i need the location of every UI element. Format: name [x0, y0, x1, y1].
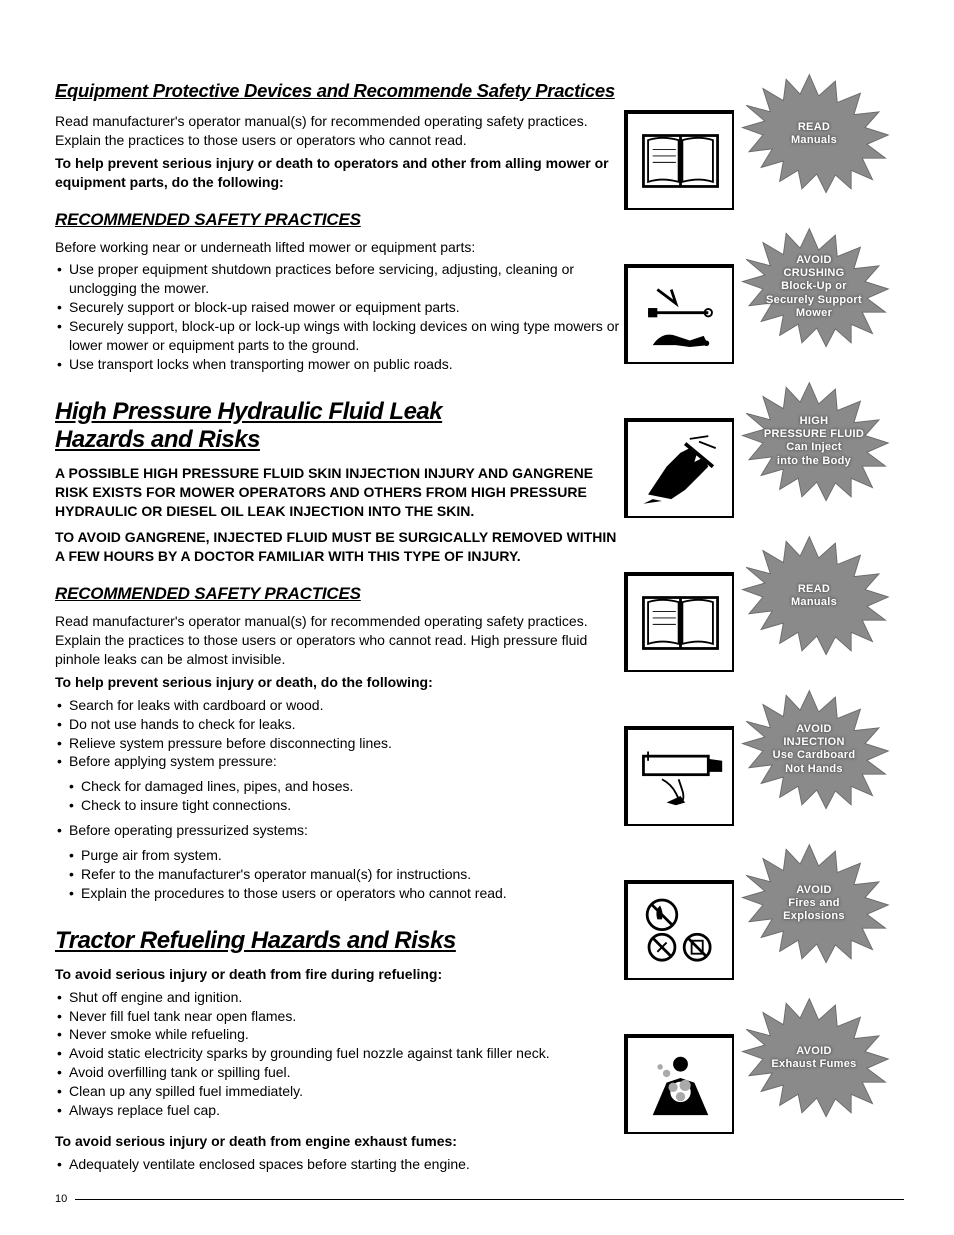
- hazard-icon-box: [624, 418, 734, 518]
- list-item: Purge air from system.: [55, 846, 625, 865]
- section3-bullets: Shut off engine and ignition. Never fill…: [55, 988, 625, 1120]
- list-item: Securely support or block-up raised mowe…: [55, 298, 625, 317]
- list-item: Relieve system pressure before disconnec…: [55, 734, 625, 753]
- section3-intro-bold: To avoid serious injury or death from fi…: [55, 965, 625, 984]
- hazard-block: AVOIDFires andExplosions: [624, 840, 904, 990]
- hazard-icon-box: [624, 726, 734, 826]
- list-item: Never smoke while refueling.: [55, 1025, 625, 1044]
- starburst: HIGHPRESSURE FLUIDCan Injectinto the Bod…: [724, 378, 904, 508]
- section3-bullets2: Adequately ventilate enclosed spaces bef…: [55, 1155, 625, 1174]
- hazard-icon-box: [624, 264, 734, 364]
- starburst: AVOIDCRUSHINGBlock-Up orSecurely Support…: [724, 224, 904, 354]
- starburst-text: READManuals: [724, 583, 904, 609]
- list-item: Always replace fuel cap.: [55, 1101, 625, 1120]
- section1-subintro: Before working near or underneath lifted…: [55, 238, 625, 257]
- starburst-text: AVOIDExhaust Fumes: [724, 1045, 904, 1071]
- main-column: Equipment Protective Devices and Recomme…: [55, 80, 625, 1180]
- section2-intro-bold: To help prevent serious injury or death,…: [55, 673, 625, 692]
- list-item: Never fill fuel tank near open flames.: [55, 1007, 625, 1026]
- hazard-icon-box: [624, 1034, 734, 1134]
- list-item: Before operating pressurized systems:: [55, 821, 625, 840]
- crush-icon: [633, 271, 728, 359]
- starburst-text: AVOIDFires andExplosions: [724, 884, 904, 924]
- list-item: Avoid overfilling tank or spilling fuel.: [55, 1063, 625, 1082]
- section2-title: High Pressure Hydraulic Fluid Leak Hazar…: [55, 398, 625, 454]
- section2-bullets-b: Before operating pressurized systems:: [55, 821, 625, 840]
- list-item: Use transport locks when transporting mo…: [55, 355, 625, 374]
- hand-icon: [633, 425, 728, 513]
- section1-title: Equipment Protective Devices and Recomme…: [55, 80, 625, 102]
- hazard-block: READManuals: [624, 532, 904, 682]
- section1-subtitle: RECOMMENDED SAFETY PRACTICES: [55, 210, 625, 230]
- list-item: Clean up any spilled fuel immediately.: [55, 1082, 625, 1101]
- book-icon: [633, 117, 728, 205]
- section3-title: Tractor Refueling Hazards and Risks: [55, 927, 625, 955]
- list-item: Check to insure tight connections.: [55, 796, 625, 815]
- starburst-text: HIGHPRESSURE FLUIDCan Injectinto the Bod…: [724, 415, 904, 468]
- hazard-block: AVOIDCRUSHINGBlock-Up orSecurely Support…: [624, 224, 904, 374]
- starburst: READManuals: [724, 70, 904, 200]
- list-item: Before applying system pressure:: [55, 752, 625, 771]
- section2-warn1: A POSSIBLE HIGH PRESSURE FLUID SKIN INJE…: [55, 464, 625, 521]
- starburst: AVOIDINJECTIONUse CardboardNot Hands: [724, 686, 904, 816]
- starburst: AVOIDExhaust Fumes: [724, 994, 904, 1124]
- list-item: Explain the procedures to those users or…: [55, 884, 625, 903]
- list-item: Check for damaged lines, pipes, and hose…: [55, 777, 625, 796]
- title-line: Hazards and Risks: [55, 426, 260, 453]
- starburst: AVOIDFires andExplosions: [724, 840, 904, 970]
- footer-rule: [75, 1199, 904, 1200]
- fumes-icon: [633, 1041, 728, 1129]
- title-line: High Pressure Hydraulic Fluid Leak: [55, 398, 442, 425]
- starburst-text: AVOIDCRUSHINGBlock-Up orSecurely Support…: [724, 254, 904, 320]
- hazard-block: HIGHPRESSURE FLUIDCan Injectinto the Bod…: [624, 378, 904, 528]
- list-item: Adequately ventilate enclosed spaces bef…: [55, 1155, 625, 1174]
- list-item: Shut off engine and ignition.: [55, 988, 625, 1007]
- list-item: Use proper equipment shutdown practices …: [55, 260, 625, 298]
- section2-warn2: TO AVOID GANGRENE, INJECTED FLUID MUST B…: [55, 528, 625, 566]
- hazard-icon-box: [624, 572, 734, 672]
- section2-subtitle: RECOMMENDED SAFETY PRACTICES: [55, 584, 625, 604]
- list-item: Search for leaks with cardboard or wood.: [55, 696, 625, 715]
- starburst-text: READManuals: [724, 121, 904, 147]
- section2-subintro: Read manufacturer's operator manual(s) f…: [55, 612, 625, 669]
- list-item: Refer to the manufacturer's operator man…: [55, 865, 625, 884]
- list-item: Do not use hands to check for leaks.: [55, 715, 625, 734]
- hazard-icon-box: [624, 110, 734, 210]
- book-icon: [633, 579, 728, 667]
- hazard-sidebar: READManuals AVOIDCRUSHINGBlock-Up orSecu…: [624, 70, 904, 1148]
- section3-intro-bold2: To avoid serious injury or death from en…: [55, 1132, 625, 1151]
- section1-intro-bold: To help prevent serious injury or death …: [55, 154, 625, 192]
- hazard-icon-box: [624, 880, 734, 980]
- starburst: READManuals: [724, 532, 904, 662]
- cardboard-icon: [633, 733, 728, 821]
- fire-icon: [633, 887, 728, 975]
- hazard-block: AVOIDINJECTIONUse CardboardNot Hands: [624, 686, 904, 836]
- section2-bullets-a-sub: Check for damaged lines, pipes, and hose…: [55, 777, 625, 815]
- page-number: 10: [55, 1193, 67, 1205]
- section1-intro: Read manufacturer's operator manual(s) f…: [55, 112, 625, 150]
- hazard-block: READManuals: [624, 70, 904, 220]
- hazard-block: AVOIDExhaust Fumes: [624, 994, 904, 1144]
- section1-bullets: Use proper equipment shutdown practices …: [55, 260, 625, 373]
- list-item: Securely support, block-up or lock-up wi…: [55, 317, 625, 355]
- list-item: Avoid static electricity sparks by groun…: [55, 1044, 625, 1063]
- section2-bullets-a: Search for leaks with cardboard or wood.…: [55, 696, 625, 772]
- section2-bullets-b-sub: Purge air from system. Refer to the manu…: [55, 846, 625, 903]
- starburst-text: AVOIDINJECTIONUse CardboardNot Hands: [724, 723, 904, 776]
